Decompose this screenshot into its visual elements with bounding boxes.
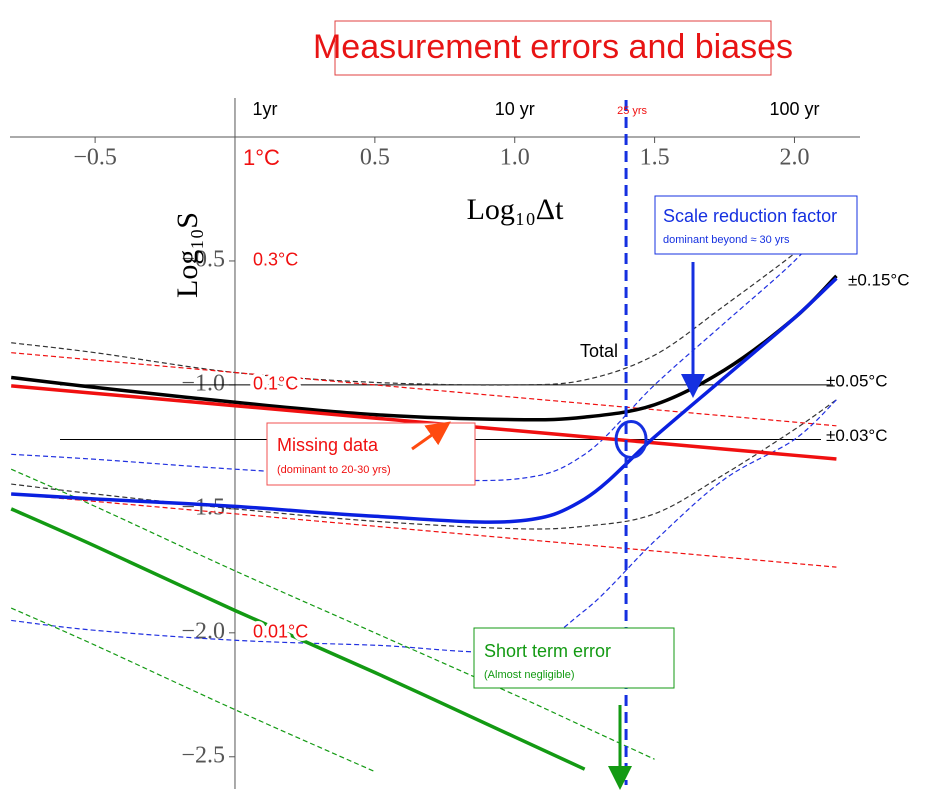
top-x-label: 1yr (252, 99, 277, 119)
chart-title: Measurement errors and biases (313, 28, 793, 66)
y-tick-label: −1.5 (181, 494, 225, 520)
temperature-label: 0.3°C (253, 250, 298, 270)
bound-line (10, 468, 655, 760)
level-label: ±0.15°C (848, 270, 910, 289)
level-label: ±0.05°C (826, 371, 888, 390)
highlight-circle (614, 419, 648, 459)
bound-line (10, 607, 376, 773)
x-tick-label: 2.0 (779, 145, 809, 171)
marker-label: 25 yrs (617, 105, 647, 117)
level-label: ±0.03°C (826, 426, 888, 445)
x-tick-label: 1.0 (500, 145, 530, 171)
top-x-label: 10 yr (495, 99, 535, 119)
series-line (10, 274, 838, 422)
annotation: Scale reduction factor (663, 206, 837, 226)
x-axis-label: Log₁₀Δt (467, 193, 565, 226)
annotation-note: (dominant to 20-30 yrs) (277, 464, 391, 476)
total-label: Total (580, 341, 618, 361)
annotation-note: dominant beyond ≈ 30 yrs (663, 234, 790, 246)
annotation: Missing data (277, 435, 379, 455)
annotation-box (654, 195, 858, 255)
series-line (10, 507, 586, 771)
bound-line (11, 213, 837, 482)
title-box (334, 20, 772, 76)
bound-line (11, 493, 837, 568)
bound-line (11, 399, 837, 530)
series-line (11, 277, 838, 524)
x-tick-label: 0.5 (360, 145, 390, 171)
annotation-box (473, 627, 675, 689)
top-x-label: 100 yr (769, 99, 819, 119)
bound-line (11, 352, 837, 427)
annotation-note: (Almost negligible) (484, 669, 574, 681)
temperature-label: 1°C (243, 145, 280, 170)
plot-area: −0.5 0.5 1.0 1.5 2.0 −0.5 −1.0 −1.5 −2.0 −2.5 1yr 1… (10, 98, 910, 789)
y-axis-label: Log₁₀S (171, 212, 204, 298)
y-tick-label: −2.0 (181, 618, 225, 644)
y-tick-label: −1.0 (181, 370, 225, 396)
y-tick-label: −2.5 (181, 742, 225, 768)
arrow (411, 421, 451, 451)
x-tick-label: 1.5 (640, 145, 670, 171)
bound-line (11, 218, 837, 386)
temperature-label: 0.01°C (253, 622, 308, 642)
temperature-label: 0.1°C (253, 374, 298, 394)
series-line (11, 384, 837, 461)
y-tick-label: −0.5 (181, 246, 225, 272)
annotation: Short term error (484, 641, 611, 661)
x-tick-label: −0.5 (73, 145, 117, 171)
